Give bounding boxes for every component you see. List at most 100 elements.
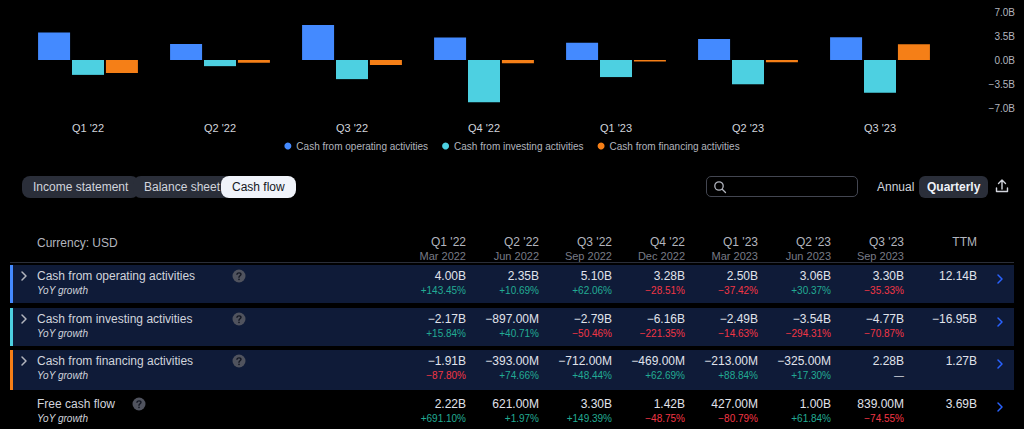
html-text:Q2 '23: Q2 '23 <box>796 235 831 249</box>
html-text:−897.00M: −897.00M <box>485 312 539 326</box>
svg-text:Q1 '23: Q1 '23 <box>600 122 632 134</box>
html-text:Sep 2023: Sep 2023 <box>856 250 904 262</box>
svg-text:Q1 '22: Q1 '22 <box>72 122 104 134</box>
html-text:1.00B: 1.00B <box>799 397 831 411</box>
svg-text:0.0B: 0.0B <box>994 55 1015 66</box>
html-text:−70.87%: −70.87% <box>864 328 904 339</box>
html-text:−213.00M: −213.00M <box>704 354 758 368</box>
html-text:−16.95B: −16.95B <box>932 312 977 326</box>
svg-text:Q2 '23: Q2 '23 <box>732 122 764 134</box>
html-text:Q2 '22: Q2 '22 <box>504 235 539 249</box>
html-text:YoY growth: YoY growth <box>37 285 88 296</box>
html-text:+17.30%: +17.30% <box>791 370 831 381</box>
html-text:Sep 2022: Sep 2022 <box>564 250 612 262</box>
html-text:−393.00M: −393.00M <box>485 354 539 368</box>
html-text:1.42B: 1.42B <box>653 397 685 411</box>
html-text:+62.69%: +62.69% <box>645 370 685 381</box>
html-text:+48.44%: +48.44% <box>572 370 612 381</box>
html-text:Q3 '22: Q3 '22 <box>577 235 612 249</box>
html-text:12.14B: 12.14B <box>939 269 977 283</box>
html-text:−3.54B: −3.54B <box>792 312 831 326</box>
html-text:3.30B: 3.30B <box>872 269 904 283</box>
html-text:Jun 2023: Jun 2023 <box>785 250 831 262</box>
html-text:427.00M: 427.00M <box>711 397 758 411</box>
html-text:Q4 '22: Q4 '22 <box>650 235 685 249</box>
html-text:−221.35%: −221.35% <box>639 328 685 339</box>
html-text:2.22B: 2.22B <box>434 397 466 411</box>
html-text:+88.84%: +88.84% <box>718 370 758 381</box>
html-text:Annual: Annual <box>877 180 915 194</box>
html-text:2.35B: 2.35B <box>507 269 539 283</box>
html-text:Quarterly: Quarterly <box>927 180 981 194</box>
html-text:−2.49B: −2.49B <box>719 312 758 326</box>
html-text:621.00M: 621.00M <box>492 397 539 411</box>
html-text:−14.63%: −14.63% <box>718 328 758 339</box>
html-text:1.27B: 1.27B <box>945 354 977 368</box>
html-text:YoY growth: YoY growth <box>37 370 88 381</box>
html-text:−469.00M: −469.00M <box>631 354 685 368</box>
svg-text:Q4 '22: Q4 '22 <box>468 122 500 134</box>
html-text:Jun 2022: Jun 2022 <box>493 250 539 262</box>
html-text:Mar 2022: Mar 2022 <box>419 250 466 262</box>
html-text:Currency: USD: Currency: USD <box>37 236 118 250</box>
html-text:3.69B: 3.69B <box>945 397 977 411</box>
html-text:−4.77B: −4.77B <box>865 312 904 326</box>
html-text:+40.71%: +40.71% <box>499 328 539 339</box>
svg-text:−3.5B: −3.5B <box>989 79 1016 90</box>
html-text:−1.91B: −1.91B <box>427 354 466 368</box>
html-text:−28.51%: −28.51% <box>645 285 685 296</box>
html-text:+62.06%: +62.06% <box>572 285 612 296</box>
html-text:Dec 2022: Dec 2022 <box>637 250 685 262</box>
svg-text:Q2 '22: Q2 '22 <box>204 122 236 134</box>
html-text:Mar 2023: Mar 2023 <box>711 250 758 262</box>
svg-text:3.5B: 3.5B <box>994 31 1015 42</box>
html-text:Cash from operating activities: Cash from operating activities <box>37 269 196 283</box>
html-text:Q3 '23: Q3 '23 <box>869 235 904 249</box>
html-text:+30.37%: +30.37% <box>791 285 831 296</box>
html-text:−294.31%: −294.31% <box>785 328 831 339</box>
html-text:+74.66%: +74.66% <box>499 370 539 381</box>
html-text:−712.00M: −712.00M <box>558 354 612 368</box>
html-text:+10.69%: +10.69% <box>499 285 539 296</box>
html-text:4.00B: 4.00B <box>434 269 466 283</box>
html-text:Income statement: Income statement <box>33 180 129 194</box>
html-text:Cash from financing activities: Cash from financing activities <box>37 354 194 368</box>
html-text:−35.33%: −35.33% <box>864 285 904 296</box>
html-text:YoY growth: YoY growth <box>37 413 88 424</box>
html-text:−87.80%: −87.80% <box>426 370 466 381</box>
html-text:−48.75%: −48.75% <box>645 413 685 424</box>
html-text:+691.10%: +691.10% <box>420 413 466 424</box>
html-text:839.00M: 839.00M <box>857 397 904 411</box>
html-text:−325.00M: −325.00M <box>777 354 831 368</box>
html-text:YoY growth: YoY growth <box>37 328 88 339</box>
html-text:Cash from investing activities: Cash from investing activities <box>37 312 193 326</box>
svg-text:Cash from operating activities: Cash from operating activities <box>296 141 428 152</box>
html-text:3.06B: 3.06B <box>799 269 831 283</box>
html-text:5.10B: 5.10B <box>580 269 612 283</box>
svg-text:−7.0B: −7.0B <box>989 103 1016 114</box>
html-text:TTM: TTM <box>952 235 977 249</box>
html-text:−6.16B: −6.16B <box>646 312 685 326</box>
html-text:+143.45%: +143.45% <box>420 285 466 296</box>
html-text:3.30B: 3.30B <box>580 397 612 411</box>
html-text:−2.79B: −2.79B <box>573 312 612 326</box>
svg-text:7.0B: 7.0B <box>994 7 1015 18</box>
html-text:Balance sheet: Balance sheet <box>144 180 221 194</box>
svg-text:Cash from financing activities: Cash from financing activities <box>610 141 740 152</box>
html-text:Free cash flow: Free cash flow <box>37 397 115 411</box>
html-text:−2.17B: −2.17B <box>427 312 466 326</box>
html-text:+15.84%: +15.84% <box>426 328 466 339</box>
svg-text:Q3 '23: Q3 '23 <box>864 122 896 134</box>
html-text:3.28B: 3.28B <box>653 269 685 283</box>
html-text:Cash flow: Cash flow <box>232 180 285 194</box>
html-text:Q1 '22: Q1 '22 <box>431 235 466 249</box>
html-text:2.50B: 2.50B <box>726 269 758 283</box>
svg-text:Cash from investing activities: Cash from investing activities <box>454 141 583 152</box>
html-text:Q1 '23: Q1 '23 <box>723 235 758 249</box>
html-text:2.28B: 2.28B <box>872 354 904 368</box>
html-text:+1.97%: +1.97% <box>504 413 539 424</box>
html-text:−37.42%: −37.42% <box>718 285 758 296</box>
svg-text:Q3 '22: Q3 '22 <box>336 122 368 134</box>
html-text:+149.39%: +149.39% <box>566 413 612 424</box>
html-text:−50.46%: −50.46% <box>572 328 612 339</box>
